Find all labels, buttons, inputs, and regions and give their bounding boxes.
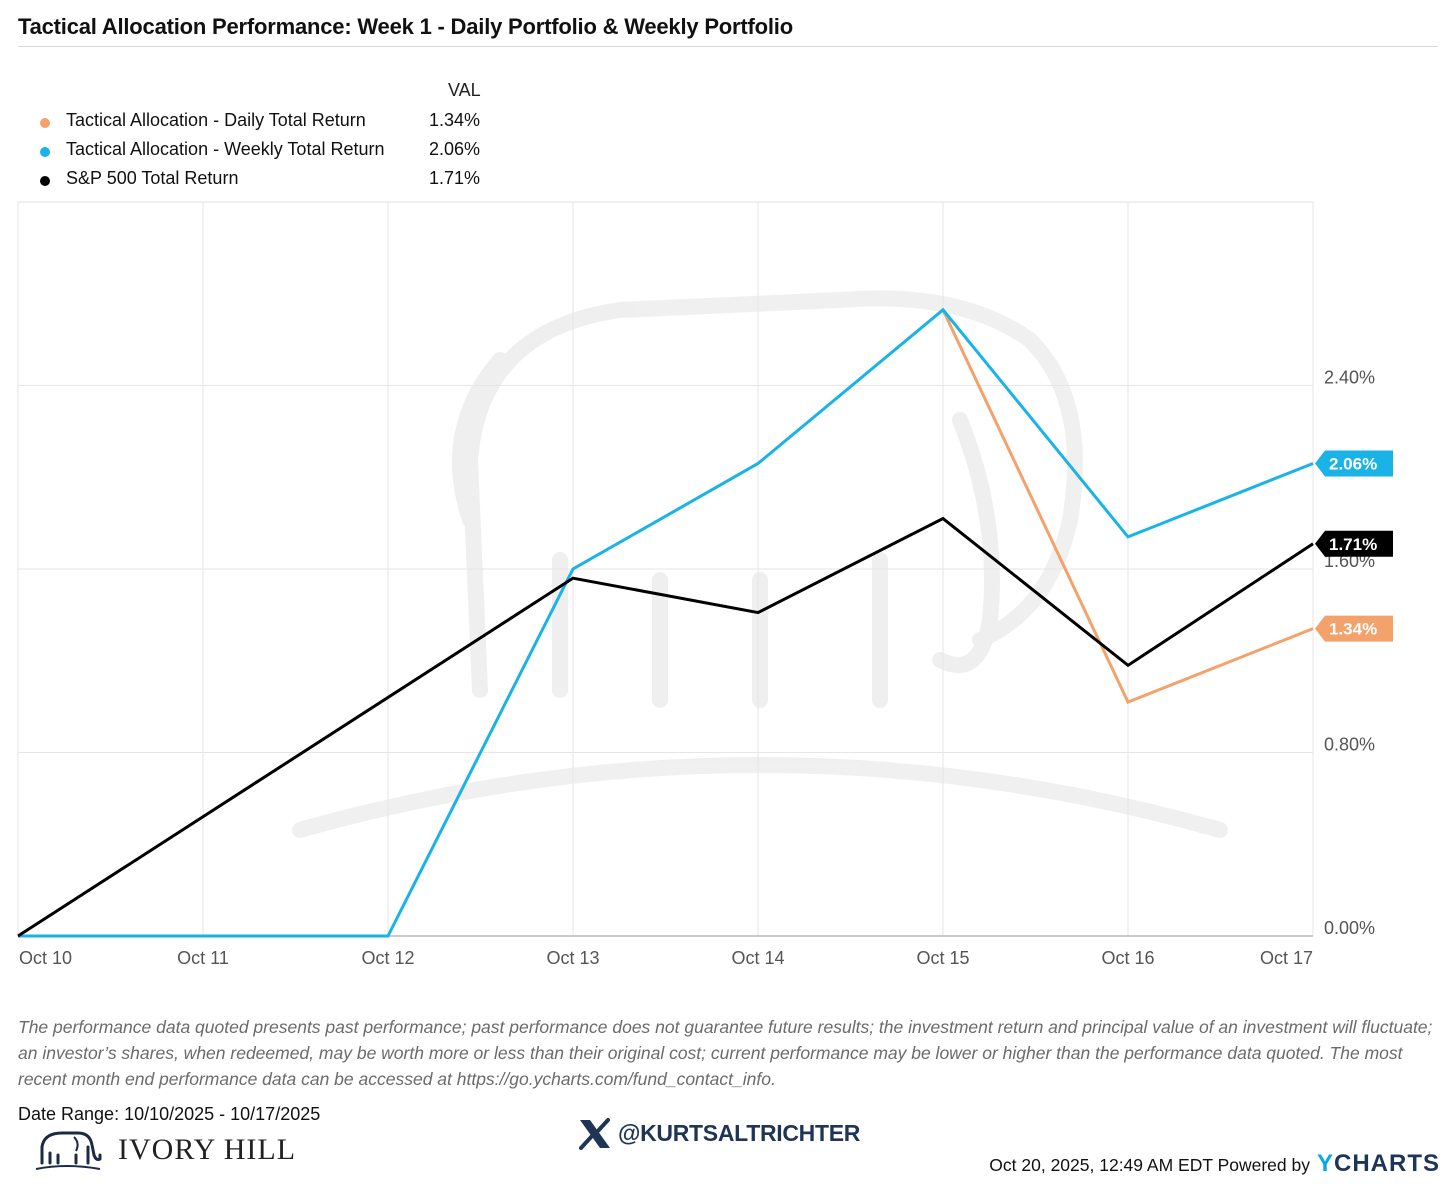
ycharts-logo: YCHARTS [1317,1150,1440,1178]
x-tick-label: Oct 13 [546,948,599,968]
legend-label-weekly: Tactical Allocation - Weekly Total Retur… [66,139,385,159]
social-handle-text: @KURTSALTRICHTER [618,1120,861,1146]
legend-swatch-daily [40,118,50,128]
series-line-1 [18,307,1314,938]
elephant-logo-icon [35,1131,102,1170]
elephant-watermark-icon [292,290,1228,838]
generated-timestamp: Oct 20, 2025, 12:49 AM EDT Powered by [989,1155,1310,1175]
end-label-tag [1315,615,1393,642]
x-tick-label: Oct 16 [1101,948,1154,968]
x-tick-label: Oct 10 [19,948,72,968]
legend-item-weekly: Tactical Allocation - Weekly Total Retur… [36,139,496,163]
disclaimer-text: The performance data quoted presents pas… [18,1017,1433,1089]
end-label-tag [1315,450,1393,477]
end-label-tag [1315,530,1393,557]
legend-item-daily: Tactical Allocation - Daily Total Return… [36,110,496,134]
ycharts-logo-rest: CHARTS [1334,1150,1440,1177]
y-tick-label: 0.80% [1324,735,1375,755]
legend-item-sp500: S&P 500 Total Return 1.71% [36,168,496,192]
legend-value-daily: 1.34% [428,110,480,130]
x-tick-label: Oct 15 [916,948,969,968]
end-label-text: 1.71% [1329,535,1377,554]
series-line-2 [17,516,1314,938]
legend-value-weekly: 2.06% [428,139,480,159]
x-tick-label: Oct 12 [361,948,414,968]
x-tick-label: Oct 14 [731,948,784,968]
legend-value-header: VAL [448,80,481,100]
x-tick-label: Oct 11 [177,948,229,968]
chart-title: Tactical Allocation Performance: Week 1 … [18,14,793,39]
end-label-text: 1.34% [1329,620,1377,639]
legend-label-sp500: S&P 500 Total Return [66,168,239,188]
brand-name: IVORY HILL [118,1133,297,1166]
legend-label-daily: Tactical Allocation - Daily Total Return [66,110,366,130]
series-line-0 [941,309,1314,704]
end-label-text: 2.06% [1329,454,1377,473]
y-tick-label: 0.00% [1324,918,1375,938]
legend-value-sp500: 1.71% [428,168,480,188]
line-chart: Oct 10 Oct 11 Oct 12 Oct 13 Oct 14 Oct 15 Oct … [17,201,1393,968]
ycharts-logo-y: Y [1316,1150,1334,1177]
date-range: Date Range: 10/10/2025 - 10/17/2025 [18,1104,321,1124]
x-tick-label: Oct 17 [1260,948,1313,968]
legend-swatch-weekly [40,147,50,157]
legend-swatch-sp500 [40,176,50,186]
y-tick-label: 2.40% [1324,368,1375,388]
x-logo-icon [579,1118,610,1150]
title-divider [18,46,1438,47]
